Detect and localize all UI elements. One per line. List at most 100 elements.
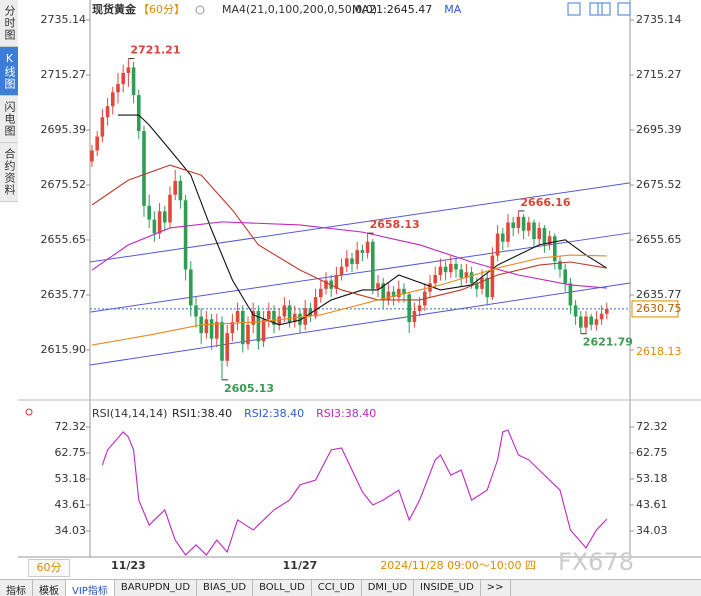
candle-body	[438, 266, 443, 276]
candle-body	[350, 258, 354, 264]
candle-body	[490, 255, 495, 298]
candle-body	[261, 319, 266, 342]
indicator-tab[interactable]: DMI_UD	[362, 580, 415, 596]
candle-body	[495, 233, 500, 256]
indicator-tab[interactable]: 指标	[0, 580, 33, 596]
indicator-tab[interactable]: 模板	[33, 580, 66, 596]
legend-entry: RSI3:38.40	[316, 407, 376, 420]
candle-body	[485, 277, 489, 298]
candle-body	[95, 136, 99, 151]
ma-line	[117, 114, 608, 326]
candle-body	[547, 236, 552, 245]
y-tick-label: 2695.39	[636, 123, 682, 136]
candle-body	[516, 216, 521, 228]
rsi-title: RSI(14,14,14)	[92, 407, 167, 420]
candle-body	[282, 305, 287, 317]
indicator-label: MA4(21,0,100,200,0,50,0,0)	[222, 3, 377, 16]
indicator-tab[interactable]: INSIDE_UD	[414, 580, 481, 596]
candle-body	[105, 106, 110, 118]
y-tick-label: 2735.14	[636, 13, 682, 26]
candle-body	[256, 310, 261, 342]
annotation: 2666.16	[520, 196, 570, 209]
candle-body	[474, 283, 479, 289]
candle-body	[188, 269, 193, 306]
move-right[interactable]	[617, 2, 631, 16]
legend-entry: MA	[444, 3, 461, 16]
candle-body	[251, 310, 255, 325]
y-tick-label: 2615.90	[41, 343, 87, 356]
candle-body	[605, 308, 609, 314]
period-label: 【60分】	[138, 3, 185, 16]
indicator-tab[interactable]: BOLL_UD	[253, 580, 312, 596]
indicator-tabs: 指标 模板 VIP指标 BARUPDN_UD BIAS_UD BOLL_UD CCI_UD D…	[0, 579, 701, 596]
candle-body	[209, 319, 214, 339]
rsi-line	[101, 429, 608, 556]
settings-icon[interactable]	[25, 408, 33, 416]
candle-body	[116, 84, 120, 93]
sidebar-tab[interactable]: 分时图	[0, 0, 18, 47]
indicator-tab[interactable]: BIAS_UD	[197, 580, 254, 596]
candle-body	[506, 222, 510, 242]
candle-body	[584, 316, 588, 328]
candle-body	[266, 310, 271, 320]
candle-body	[391, 291, 396, 298]
trend-line	[89, 282, 631, 366]
toolbar-icons[interactable]	[567, 2, 631, 16]
y-tick-label: 2735.14	[41, 13, 87, 26]
candle-body	[214, 322, 219, 339]
candle-body	[412, 310, 417, 323]
candle-body	[230, 322, 235, 334]
y-tick-label: 2635.77	[636, 288, 682, 301]
sidebar-tab[interactable]: 闪电图	[0, 96, 18, 143]
candle-body	[173, 180, 177, 195]
y-tick-label: 2655.65	[41, 233, 87, 246]
price-marker-label: 2618.13	[636, 345, 682, 358]
candle-body	[532, 222, 536, 240]
watermark: FX678	[558, 548, 634, 576]
candle-body	[235, 310, 240, 323]
candle-body	[178, 180, 183, 201]
ma-line	[91, 221, 607, 289]
candle-body	[511, 222, 516, 228]
sidebar-tab[interactable]: K线图	[0, 47, 18, 96]
settings-icon[interactable]	[195, 5, 205, 15]
candle-body	[318, 288, 323, 298]
candle-body	[542, 227, 547, 245]
trend-line	[89, 182, 631, 263]
candle-body	[381, 283, 385, 300]
indicator-tab[interactable]: >>	[481, 580, 511, 596]
trend-line	[89, 232, 631, 313]
candle-body	[402, 288, 406, 295]
candle-body	[168, 194, 172, 223]
annotation: 2605.13	[224, 382, 274, 395]
move-left[interactable]	[597, 2, 611, 16]
candle-body	[589, 316, 594, 325]
legend-entry: MA21:2645.47	[352, 3, 432, 16]
candle-body	[527, 222, 531, 231]
y-tick-label: 72.32	[55, 420, 87, 433]
zoom-out[interactable]	[589, 2, 603, 16]
ma-line	[91, 254, 607, 346]
sidebar-tab[interactable]: 合约资料	[0, 143, 18, 202]
candle-body	[220, 322, 224, 361]
candle-body	[417, 305, 422, 311]
indicator-tab[interactable]: BARUPDN_UD	[115, 580, 198, 596]
candle-body	[360, 250, 365, 253]
y-tick-label: 2675.52	[636, 178, 682, 191]
y-tick-label: 62.75	[636, 446, 668, 459]
indicator-tab[interactable]: CCI_UD	[312, 580, 362, 596]
candle-body	[599, 313, 604, 320]
candle-body	[225, 333, 229, 361]
candle-body	[121, 72, 125, 85]
candle-body	[126, 67, 131, 73]
period-select[interactable]: 60分	[28, 559, 70, 577]
candle-body	[579, 316, 583, 328]
candle-body	[334, 275, 339, 289]
zoom-in[interactable]	[567, 2, 581, 16]
indicator-tab[interactable]: VIP指标	[66, 580, 115, 596]
candle-body	[558, 261, 562, 270]
candle-body	[448, 263, 453, 273]
annotation: 2621.79	[583, 336, 633, 349]
y-tick-label: 2635.77	[41, 288, 87, 301]
